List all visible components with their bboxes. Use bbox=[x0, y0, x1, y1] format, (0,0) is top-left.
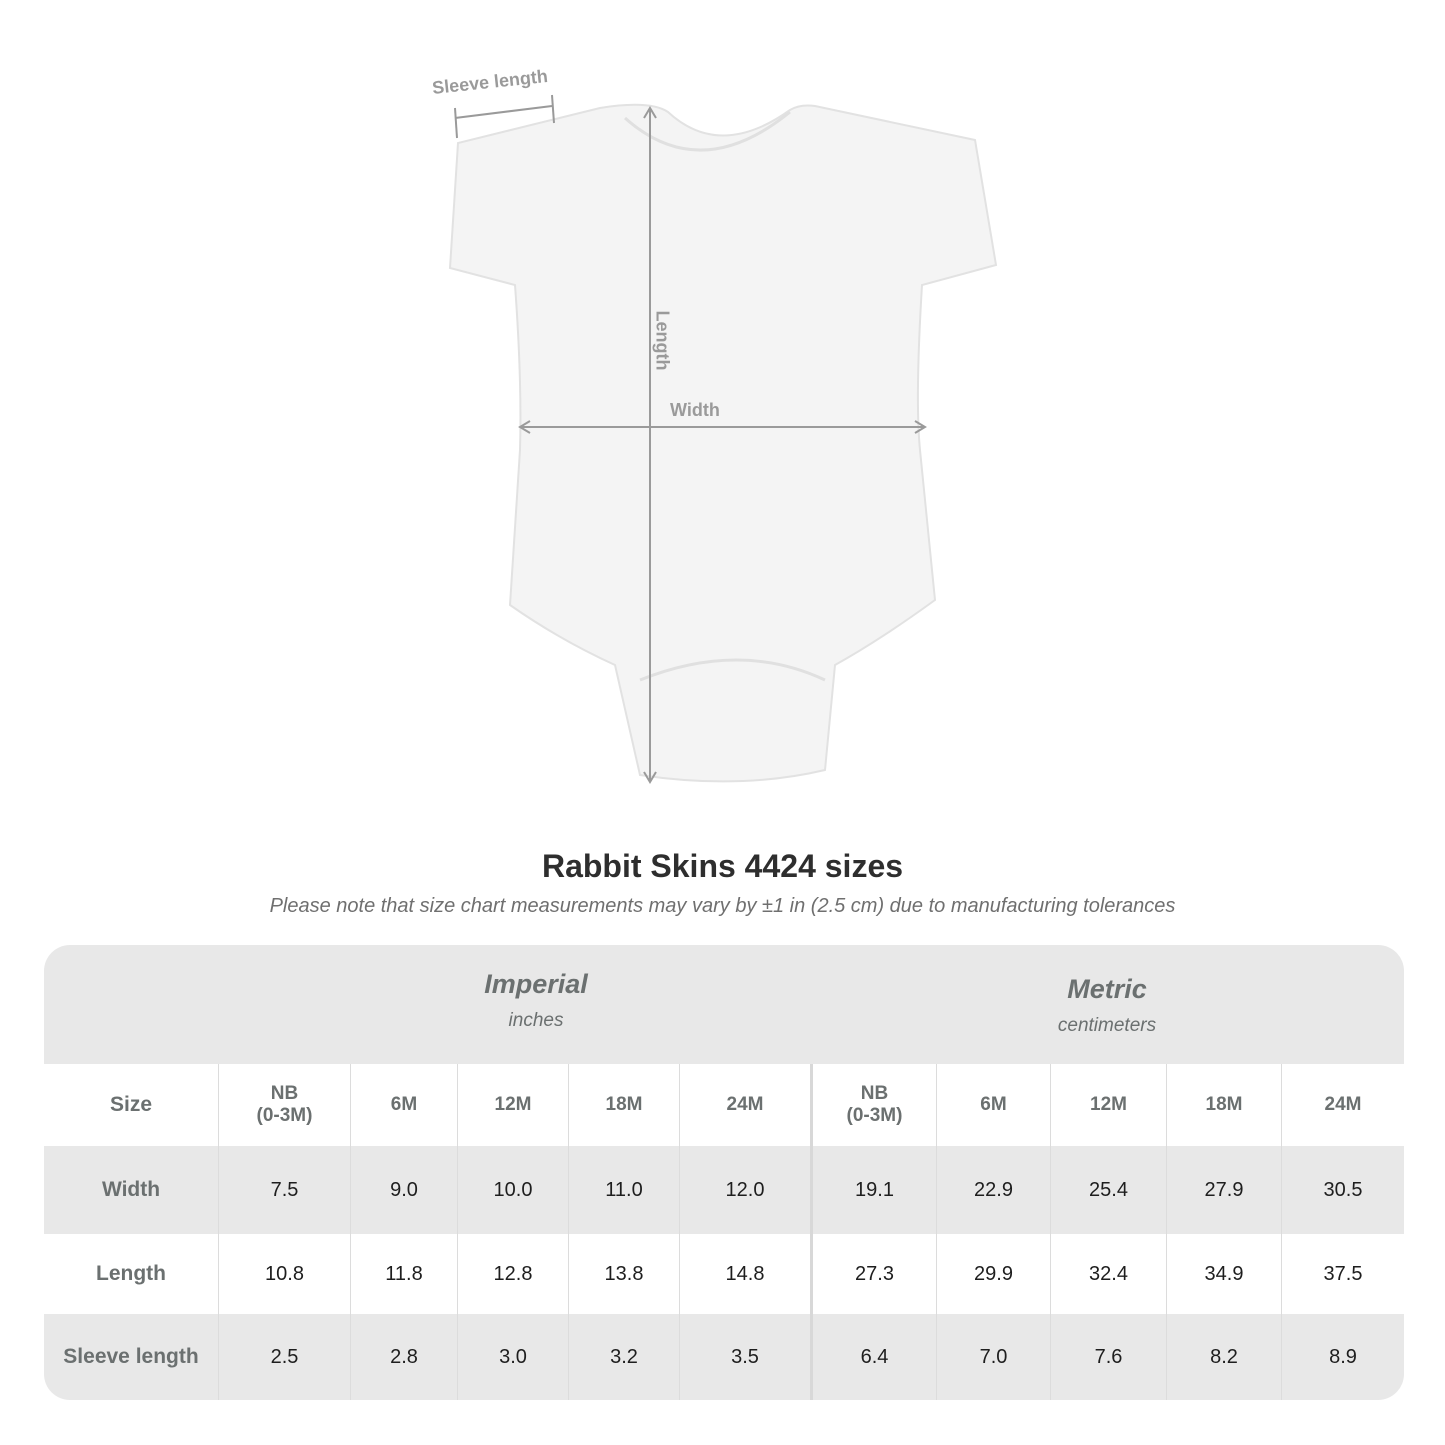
imperial-value: 13.8 bbox=[568, 1234, 679, 1314]
page-title: Rabbit Skins 4424 sizes bbox=[541, 848, 904, 884]
imperial-value: 11.8 bbox=[350, 1234, 457, 1314]
imperial-value: 3.0 bbox=[457, 1314, 568, 1400]
metric-value: 30.5 bbox=[1281, 1146, 1404, 1234]
row-label: Sleeve length bbox=[63, 1345, 199, 1368]
table-row: Length 10.8 11.8 12.8 13.8 14.8 27.3 29.9 32.4 34… bbox=[44, 1234, 1404, 1314]
tolerance-note: Please note that size chart measurements… bbox=[269, 895, 1176, 917]
onesie-illustration bbox=[448, 94, 998, 784]
size-header: 12M bbox=[1050, 1064, 1166, 1146]
metric-header: Metric centimeters bbox=[810, 974, 1404, 1037]
imperial-value: 12.0 bbox=[679, 1146, 810, 1234]
metric-value: 7.0 bbox=[936, 1314, 1050, 1400]
metric-value: 27.9 bbox=[1166, 1146, 1281, 1234]
size-label: Size bbox=[109, 1093, 153, 1116]
snap-placket bbox=[639, 658, 826, 682]
metric-value: 22.9 bbox=[936, 1146, 1050, 1234]
imperial-value: 11.0 bbox=[568, 1146, 679, 1234]
metric-value: 25.4 bbox=[1050, 1146, 1166, 1234]
imperial-value: 2.8 bbox=[350, 1314, 457, 1400]
metric-unit: centimeters bbox=[1057, 1015, 1157, 1036]
imperial-value: 3.2 bbox=[568, 1314, 679, 1400]
size-header: 24M bbox=[679, 1064, 810, 1146]
unit-system-header bbox=[44, 945, 1404, 1064]
size-header: NB (0-3M) bbox=[218, 1064, 350, 1146]
imperial-value: 2.5 bbox=[218, 1314, 350, 1400]
imperial-value: 10.8 bbox=[218, 1234, 350, 1314]
size-header: NB (0-3M) bbox=[810, 1064, 936, 1146]
metric-value: 32.4 bbox=[1050, 1234, 1166, 1314]
onesie-body bbox=[448, 103, 998, 783]
imperial-value: 7.5 bbox=[218, 1146, 350, 1234]
imperial-unit: inches bbox=[508, 1010, 564, 1031]
row-label: Length bbox=[96, 1262, 166, 1285]
imperial-value: 3.5 bbox=[679, 1314, 810, 1400]
metric-value: 27.3 bbox=[810, 1234, 936, 1314]
table-row: Sleeve length 2.5 2.8 3.0 3.2 3.5 6.4 7.0 7.6 8.2… bbox=[44, 1314, 1404, 1400]
size-header: 18M bbox=[568, 1064, 679, 1146]
size-table: Imperial inches Metric centimeters Size N… bbox=[44, 945, 1404, 1400]
imperial-value: 10.0 bbox=[457, 1146, 568, 1234]
measure-lines bbox=[454, 94, 927, 784]
metric-value: 8.9 bbox=[1281, 1314, 1404, 1400]
size-header: 6M bbox=[350, 1064, 457, 1146]
size-header-row: Size NB (0-3M) 6M 12M 18M 24M NB (0-3M) 6M 12M 18… bbox=[44, 1064, 1404, 1146]
metric-value: 6.4 bbox=[810, 1314, 936, 1400]
size-header: 6M bbox=[936, 1064, 1050, 1146]
metric-value: 34.9 bbox=[1166, 1234, 1281, 1314]
imperial-header: Imperial inches bbox=[218, 969, 854, 1032]
imperial-title: Imperial bbox=[484, 969, 588, 999]
neckline bbox=[624, 110, 791, 152]
metric-value: 37.5 bbox=[1281, 1234, 1404, 1314]
size-header: 12M bbox=[457, 1064, 568, 1146]
imperial-value: 12.8 bbox=[457, 1234, 568, 1314]
size-header: 24M bbox=[1281, 1064, 1404, 1146]
row-label: Width bbox=[101, 1178, 161, 1201]
metric-value: 19.1 bbox=[810, 1146, 936, 1234]
metric-value: 29.9 bbox=[936, 1234, 1050, 1314]
metric-value: 7.6 bbox=[1050, 1314, 1166, 1400]
size-header: 18M bbox=[1166, 1064, 1281, 1146]
table-row: Width 7.5 9.0 10.0 11.0 12.0 19.1 22.9 25.4 27.9 3… bbox=[44, 1146, 1404, 1234]
length-label: Length bbox=[652, 310, 673, 371]
width-label: Width bbox=[670, 400, 720, 420]
metric-value: 8.2 bbox=[1166, 1314, 1281, 1400]
imperial-value: 9.0 bbox=[350, 1146, 457, 1234]
metric-title: Metric bbox=[1067, 974, 1147, 1004]
imperial-value: 14.8 bbox=[679, 1234, 810, 1314]
